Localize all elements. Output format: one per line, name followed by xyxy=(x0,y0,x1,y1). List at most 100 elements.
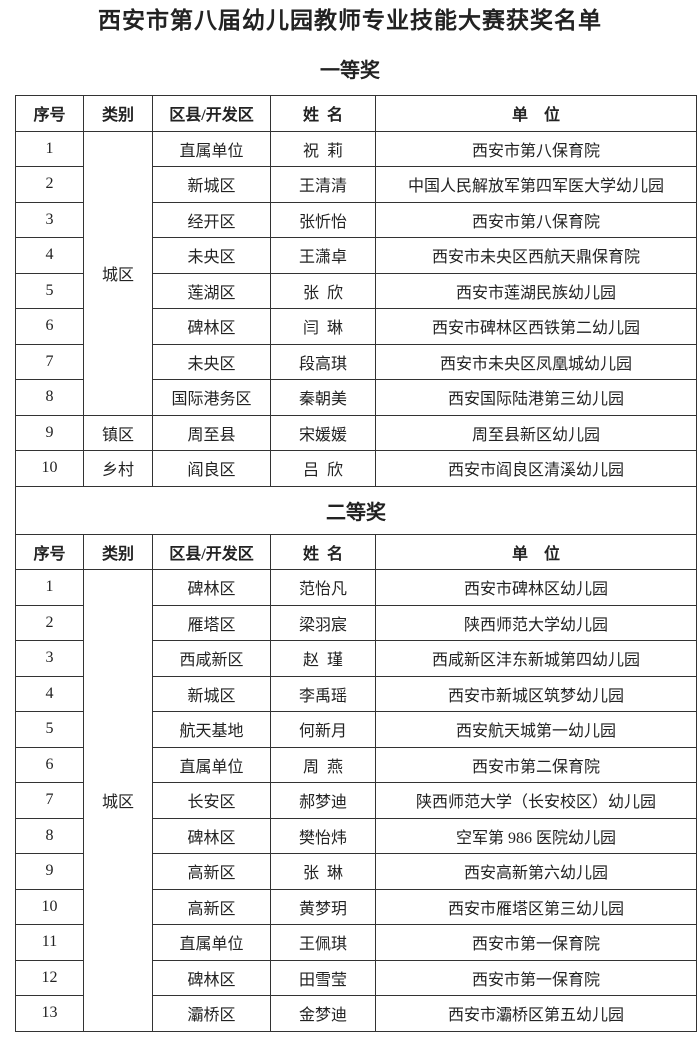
row-index: 8 xyxy=(15,379,84,416)
district-cell: 碑林区 xyxy=(152,959,271,996)
award-table: 序号 类别 区县/开发区姓 名单 位 1 城区 直属单位祝 莉西安市第八保育院 2 新城区 王清… xyxy=(15,95,697,1032)
row-index: 12 xyxy=(15,959,84,996)
unit-cell: 西安市未央区西航天鼎保育院 xyxy=(375,237,697,274)
district-cell: 未央区 xyxy=(152,237,271,274)
district-cell: 高新区 xyxy=(152,888,271,925)
row-index: 1 xyxy=(15,569,84,606)
unit-cell: 西安市第八保育院 xyxy=(375,201,697,238)
header-unit: 单 位 xyxy=(375,533,697,570)
category-cell: 镇区 xyxy=(83,414,153,451)
district-cell: 灞桥区 xyxy=(152,995,271,1032)
district-cell: 国际港务区 xyxy=(152,379,271,416)
district-cell: 经开区 xyxy=(152,201,271,238)
header-district: 区县/开发区 xyxy=(152,95,271,132)
district-cell: 航天基地 xyxy=(152,711,271,748)
row-index: 9 xyxy=(15,414,84,451)
district-cell: 莲湖区 xyxy=(152,272,271,309)
unit-cell: 西安市碑林区幼儿园 xyxy=(375,569,697,606)
row-index: 6 xyxy=(15,746,84,783)
header-category: 类别 xyxy=(83,533,153,570)
name-cell: 张忻怡 xyxy=(270,201,376,238)
section-heading-first-prize: 一等奖 xyxy=(320,60,380,82)
row-index: 7 xyxy=(15,782,84,819)
table-row: 5 航天基地 何新月 西安航天城第一幼儿园 xyxy=(15,711,697,748)
district-cell: 直属单位 xyxy=(152,924,271,961)
row-index: 13 xyxy=(15,995,84,1032)
row-index: 6 xyxy=(15,308,84,345)
row-index: 2 xyxy=(15,166,84,203)
unit-cell: 西安市第二保育院 xyxy=(375,746,697,783)
row-index: 5 xyxy=(15,711,84,748)
table-row: 6 碑林区闫 琳西安市碑林区西铁第二幼儿园 xyxy=(15,308,697,345)
unit-cell: 西安高新第六幼儿园 xyxy=(375,853,697,890)
name-cell: 郝梦迪 xyxy=(270,782,376,819)
name-cell: 金梦迪 xyxy=(270,995,376,1032)
district-cell: 未央区 xyxy=(152,343,271,380)
header-index: 序号 xyxy=(15,95,84,132)
name-cell: 宋媛媛 xyxy=(270,414,376,451)
table-row: 12 碑林区 田雪莹 西安市第一保育院 xyxy=(15,959,697,996)
name-cell: 闫 琳 xyxy=(270,308,376,345)
row-index: 5 xyxy=(15,272,84,309)
name-cell: 王潇卓 xyxy=(270,237,376,274)
row-index: 11 xyxy=(15,924,84,961)
name-cell: 赵 瑾 xyxy=(270,640,376,677)
name-cell: 王佩琪 xyxy=(270,924,376,961)
unit-cell: 西安市第八保育院 xyxy=(375,130,697,167)
unit-cell: 空军第 986 医院幼儿园 xyxy=(375,817,697,854)
header-district: 区县/开发区 xyxy=(152,533,271,570)
unit-cell: 西安市雁塔区第三幼儿园 xyxy=(375,888,697,925)
row-index: 9 xyxy=(15,853,84,890)
unit-cell: 周至县新区幼儿园 xyxy=(375,414,697,451)
district-cell: 西咸新区 xyxy=(152,640,271,677)
unit-cell: 陕西师范大学幼儿园 xyxy=(375,604,697,641)
header-name: 姓 名 xyxy=(270,533,376,570)
header-unit: 单 位 xyxy=(375,95,697,132)
category-cell: 城区 xyxy=(83,569,153,1032)
unit-cell: 西安市新城区筑梦幼儿园 xyxy=(375,675,697,712)
table-row: 7 未央区 段高琪 西安市未央区凤凰城幼儿园 xyxy=(15,343,697,380)
name-cell: 祝 莉 xyxy=(270,130,376,167)
district-cell: 直属单位 xyxy=(152,130,271,167)
category-cell: 城区 xyxy=(83,130,153,416)
row-index: 2 xyxy=(15,604,84,641)
table-row: 2 雁塔区 梁羽宸 陕西师范大学幼儿园 xyxy=(15,604,697,641)
name-cell: 黄梦玥 xyxy=(270,888,376,925)
document-title: 西安市第八届幼儿园教师专业技能大赛获奖名单 xyxy=(98,8,602,33)
row-index: 3 xyxy=(15,640,84,677)
unit-cell: 中国人民解放军第四军医大学幼儿园 xyxy=(375,166,697,203)
district-cell: 高新区 xyxy=(152,853,271,890)
district-cell: 新城区 xyxy=(152,675,271,712)
table-row: 13 灞桥区 金梦迪 西安市灞桥区第五幼儿园 xyxy=(15,995,697,1032)
name-cell: 梁羽宸 xyxy=(270,604,376,641)
category-cell: 乡村 xyxy=(83,450,153,487)
header-index: 序号 xyxy=(15,533,84,570)
name-cell: 吕 欣 xyxy=(270,450,376,487)
unit-cell: 西安国际陆港第三幼儿园 xyxy=(375,379,697,416)
district-cell: 雁塔区 xyxy=(152,604,271,641)
unit-cell: 西咸新区沣东新城第四幼儿园 xyxy=(375,640,697,677)
district-cell: 长安区 xyxy=(152,782,271,819)
district-cell: 碑林区 xyxy=(152,817,271,854)
district-cell: 阎良区 xyxy=(152,450,271,487)
name-cell: 李禹瑶 xyxy=(270,675,376,712)
table-header-row: 序号 类别 区县/开发区姓 名单 位 xyxy=(15,95,697,132)
header-category: 类别 xyxy=(83,95,153,132)
row-index: 4 xyxy=(15,237,84,274)
district-cell: 碑林区 xyxy=(152,569,271,606)
row-index: 1 xyxy=(15,130,84,167)
district-cell: 直属单位 xyxy=(152,746,271,783)
unit-cell: 西安市碑林区西铁第二幼儿园 xyxy=(375,308,697,345)
section-heading-row: 二等奖 xyxy=(15,485,697,535)
row-index: 4 xyxy=(15,675,84,712)
name-cell: 樊怡炜 xyxy=(270,817,376,854)
name-cell: 王清清 xyxy=(270,166,376,203)
district-cell: 周至县 xyxy=(152,414,271,451)
unit-cell: 西安市阎良区清溪幼儿园 xyxy=(375,450,697,487)
name-cell: 张 欣 xyxy=(270,272,376,309)
table-row: 1 城区 碑林区 范怡凡 西安市碑林区幼儿园 xyxy=(15,569,697,1032)
row-index: 3 xyxy=(15,201,84,238)
table-row: 9 镇区 周至县 宋媛媛 周至县新区幼儿园 xyxy=(15,414,697,451)
table-row: 10 乡村 阎良区吕 欣西安市阎良区清溪幼儿园 xyxy=(15,450,697,487)
district-cell: 碑林区 xyxy=(152,308,271,345)
